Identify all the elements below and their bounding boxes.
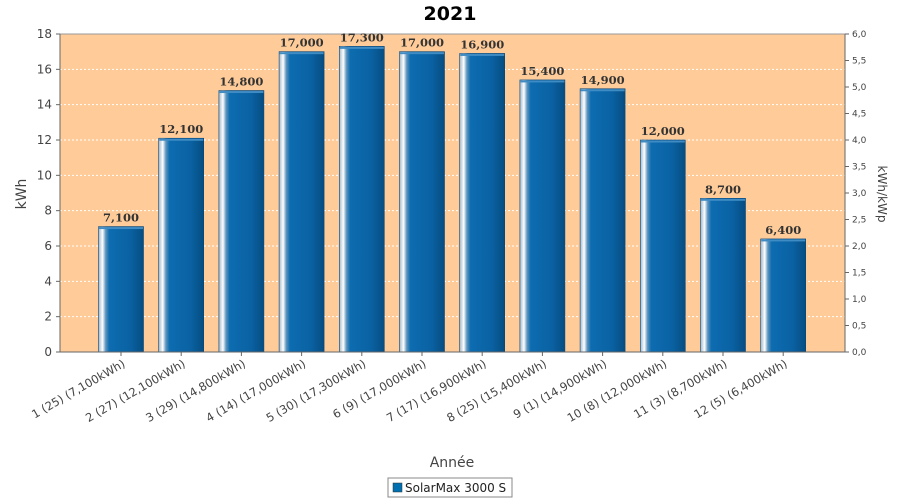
y-tick-label: 16: [37, 62, 52, 76]
y2-tick-label: 1,5: [852, 269, 866, 279]
bar: [639, 139, 686, 353]
x-tick-label: 2 (27) (12,100kWh): [83, 356, 188, 425]
data-label: 17,300: [340, 30, 384, 44]
y-tick-label: 14: [37, 98, 52, 112]
bar: [399, 51, 445, 353]
y-tick-label: 2: [44, 310, 52, 324]
x-tick-label: 7 (17) (16,900kWh): [384, 356, 489, 425]
y2-tick-label: 4,0: [852, 136, 867, 146]
x-tick-label: 4 (14) (17,000kWh): [203, 356, 308, 425]
x-tick-label: 3 (29) (14,800kWh): [143, 356, 248, 425]
y2-tick-label: 0,0: [852, 348, 867, 358]
x-axis-ticks: 1 (25) (7,100kWh)2 (27) (12,100kWh)3 (29…: [29, 352, 790, 425]
bar-top-highlight: [99, 227, 143, 230]
bar: [98, 226, 144, 353]
y-tick-label: 10: [37, 168, 52, 182]
data-label: 14,900: [581, 73, 625, 87]
value-labels: 7,100 12,100 14,800 17,000 17,300 17,000 16,90…: [103, 30, 801, 237]
legend-swatch: [392, 482, 403, 493]
bar: [579, 88, 626, 353]
y2-axis-label: kWh/kWp: [875, 166, 889, 223]
bar: [700, 198, 746, 353]
data-label: 7,100: [103, 211, 139, 225]
data-label: 8,700: [705, 182, 741, 196]
bar: [519, 79, 566, 353]
chart-title: 2021: [424, 3, 477, 25]
bar-top-highlight: [339, 46, 384, 49]
bar: [278, 51, 325, 353]
bar-top-highlight: [761, 239, 806, 242]
data-label: 17,000: [280, 36, 324, 50]
x-axis-label: Année: [430, 455, 475, 471]
x-tick-label: 5 (30) (17,300kWh): [264, 356, 369, 425]
legend-label: SolarMax 3000 S: [405, 481, 506, 495]
data-label: 16,900: [460, 37, 504, 51]
y2-tick-label: 4,5: [852, 110, 866, 120]
bar: [158, 137, 204, 353]
y2-tick-label: 5,5: [852, 57, 866, 67]
bar-top-highlight: [400, 52, 444, 55]
bar: [760, 238, 807, 353]
data-label: 12,100: [159, 122, 203, 136]
y-tick-label: 0: [44, 345, 52, 359]
bar-top-highlight: [520, 80, 565, 83]
y-axis-label: kWh: [14, 179, 30, 210]
y2-axis-ticks: 0,0 0,5 1,0 1,5 2,0 2,5 3,0 3,5 4,0 4,5 5,0 5,5 6,0: [845, 30, 867, 358]
y2-tick-label: 5,0: [852, 83, 867, 93]
bar: [459, 53, 506, 353]
y2-tick-label: 3,0: [852, 189, 867, 199]
bar: [218, 90, 265, 353]
bar-top-highlight: [219, 91, 264, 94]
y-axis-ticks: 0 2 4 6 8 10 12 14 16 18: [37, 27, 60, 359]
bar-top-highlight: [159, 138, 204, 141]
data-label: 6,400: [765, 223, 801, 237]
y-tick-label: 12: [37, 133, 52, 147]
gridlines: [60, 68, 845, 318]
data-label: 12,000: [641, 124, 685, 138]
bar-top-highlight: [640, 140, 685, 143]
y2-tick-label: 1,0: [852, 295, 867, 305]
y2-tick-label: 2,5: [852, 216, 866, 226]
bar: [338, 46, 385, 353]
y2-tick-label: 3,5: [852, 163, 866, 173]
legend-box: [387, 477, 513, 498]
y-tick-label: 6: [44, 239, 52, 253]
data-label: 15,400: [520, 64, 564, 78]
bars: [98, 46, 807, 353]
x-tick-label: 8 (25) (15,400kWh): [444, 356, 549, 425]
legend: SolarMax 3000 S: [387, 477, 513, 498]
bar-top-highlight: [460, 53, 505, 56]
bar-top-highlight: [580, 89, 625, 92]
bar-top-highlight: [701, 198, 745, 201]
y2-tick-label: 0,5: [852, 322, 866, 332]
y2-tick-label: 2,0: [852, 242, 867, 252]
y-tick-label: 4: [44, 274, 52, 288]
data-label: 17,000: [400, 36, 444, 50]
y-tick-label: 8: [44, 204, 52, 218]
y2-tick-label: 6,0: [852, 30, 867, 40]
bar-top-highlight: [279, 52, 324, 55]
y-tick-label: 18: [37, 27, 52, 41]
data-label: 14,800: [219, 75, 263, 89]
x-tick-label: 10 (8) (12,000kWh): [565, 356, 670, 425]
